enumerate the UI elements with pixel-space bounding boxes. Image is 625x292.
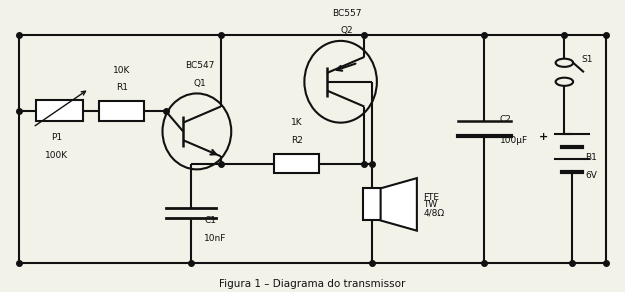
Text: Q2: Q2 [341, 26, 353, 35]
Text: S1: S1 [581, 55, 592, 64]
Text: C1: C1 [204, 216, 216, 225]
Text: 4/8Ω: 4/8Ω [423, 208, 444, 217]
Text: R1: R1 [116, 83, 128, 92]
Text: BC547: BC547 [186, 61, 215, 70]
Text: P1: P1 [51, 133, 62, 142]
Text: 1K: 1K [291, 118, 302, 127]
Text: 100K: 100K [45, 151, 68, 160]
Polygon shape [381, 178, 417, 231]
Text: BC557: BC557 [332, 8, 362, 18]
Text: 10K: 10K [113, 66, 131, 75]
Text: C2: C2 [500, 115, 512, 124]
Text: Q1: Q1 [194, 79, 206, 88]
Text: 10nF: 10nF [204, 234, 227, 243]
Text: 6V: 6V [586, 171, 597, 180]
Text: +: + [539, 132, 548, 142]
Text: B1: B1 [586, 153, 597, 162]
Bar [99, 101, 144, 121]
Text: R2: R2 [291, 136, 303, 145]
Bar [36, 100, 82, 121]
Text: Figura 1 – Diagrama do transmissor: Figura 1 – Diagrama do transmissor [219, 279, 406, 289]
Bar [363, 188, 381, 220]
Text: TW: TW [423, 200, 438, 209]
Text: 100μF: 100μF [500, 136, 528, 145]
Bar [274, 154, 319, 173]
Text: FTE: FTE [423, 193, 439, 201]
